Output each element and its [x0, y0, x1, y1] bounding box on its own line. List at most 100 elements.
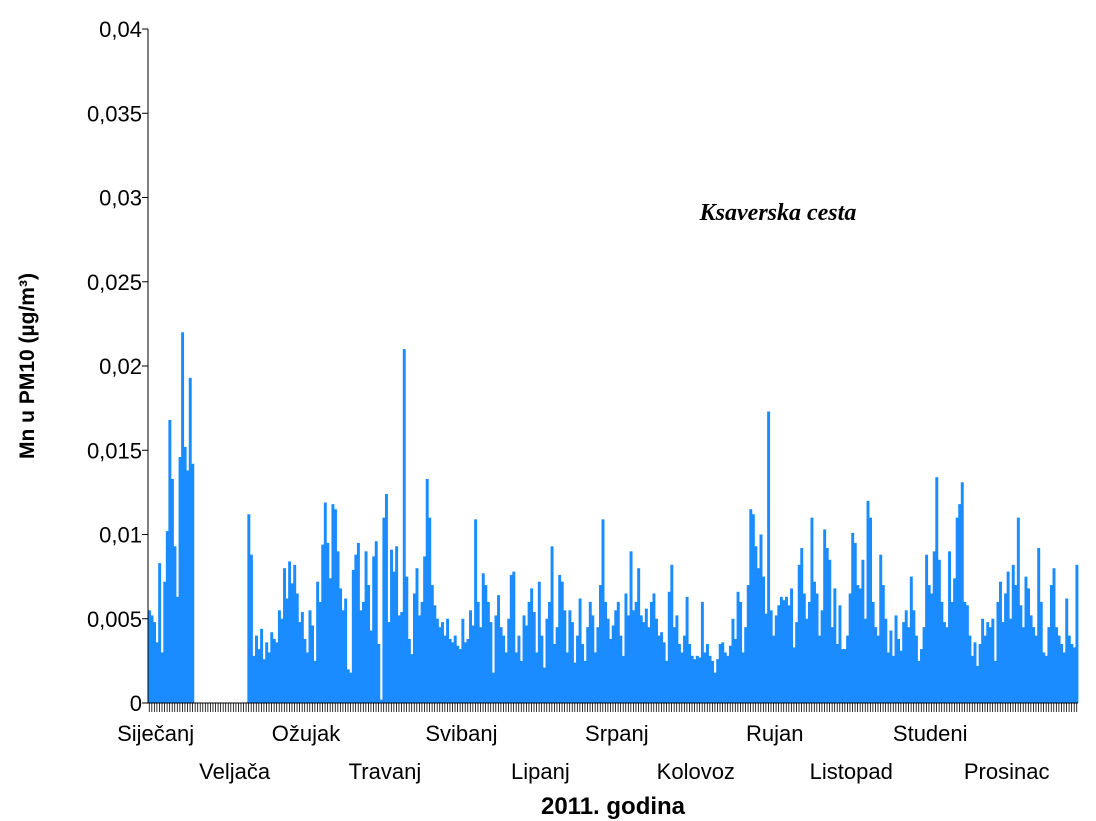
bar — [527, 601, 531, 703]
bar — [976, 665, 980, 703]
bar — [150, 615, 154, 703]
bar — [463, 642, 467, 703]
bar — [914, 635, 918, 703]
y-axis-label: Mn u PM10 (µg/m³) — [16, 273, 39, 459]
bar — [968, 635, 972, 703]
bar — [545, 618, 549, 703]
bar — [940, 601, 944, 703]
y-tick-label: 0,04 — [99, 17, 142, 42]
bar — [693, 659, 697, 703]
bar — [1027, 588, 1030, 703]
bar — [155, 642, 159, 703]
bar — [336, 551, 340, 703]
bar — [683, 635, 687, 703]
bar — [604, 601, 608, 703]
bar — [346, 669, 350, 703]
bar — [153, 622, 157, 703]
bar — [275, 642, 279, 703]
bar — [672, 627, 676, 703]
bar — [160, 652, 164, 703]
bar — [790, 588, 794, 703]
bar — [866, 500, 870, 703]
bar — [532, 612, 536, 703]
bar — [978, 644, 982, 703]
bar — [863, 618, 867, 703]
bar — [606, 618, 610, 703]
bar — [726, 655, 730, 703]
bar — [540, 635, 544, 703]
bar — [1039, 601, 1043, 703]
bar — [744, 627, 748, 703]
bar — [573, 662, 577, 703]
bar — [634, 601, 638, 703]
bar — [535, 652, 539, 703]
bar — [265, 642, 269, 703]
bar — [828, 559, 832, 703]
bar — [833, 588, 837, 703]
bar — [884, 618, 888, 703]
bar — [1047, 627, 1051, 703]
bar — [456, 645, 460, 703]
bar — [188, 377, 192, 703]
bar — [249, 554, 253, 703]
bar — [706, 644, 709, 703]
bar — [787, 605, 791, 703]
bar — [981, 618, 985, 703]
bar — [435, 618, 439, 703]
bar — [700, 601, 704, 703]
bar — [586, 627, 590, 703]
x-day-ticks — [148, 703, 1078, 712]
bar — [593, 652, 597, 703]
bar — [272, 638, 276, 703]
bar — [596, 627, 600, 703]
bar — [372, 556, 376, 703]
bar — [280, 618, 284, 703]
y-tick-label: 0,015 — [87, 438, 142, 463]
bar — [550, 546, 554, 703]
bar — [288, 561, 292, 703]
bar — [988, 627, 992, 703]
bar — [611, 625, 615, 703]
bar — [708, 655, 712, 703]
bar — [762, 576, 766, 703]
bar — [856, 585, 860, 703]
bar — [991, 618, 995, 703]
y-tick-label: 0,01 — [99, 523, 142, 548]
bar — [932, 551, 936, 703]
bar — [874, 627, 878, 703]
bar — [662, 642, 666, 703]
bar — [869, 517, 873, 703]
bar — [168, 419, 172, 703]
bar — [795, 622, 799, 703]
bar — [395, 546, 399, 703]
bar — [308, 610, 312, 703]
bar — [823, 529, 827, 703]
bar — [695, 655, 699, 703]
bar — [458, 649, 462, 703]
bar — [670, 564, 674, 703]
bar — [624, 593, 628, 703]
bar — [950, 601, 954, 703]
bar — [838, 605, 842, 703]
bar — [341, 610, 345, 703]
bar — [423, 556, 427, 703]
bar — [848, 593, 852, 703]
bar — [382, 517, 386, 703]
bar — [176, 596, 179, 703]
bar — [665, 660, 669, 703]
bar — [685, 596, 689, 703]
bar — [1029, 615, 1033, 703]
bar — [359, 610, 363, 703]
bar — [446, 618, 450, 703]
bar — [502, 635, 506, 703]
bar — [667, 591, 671, 703]
x-tick-label: Studeni — [893, 721, 968, 746]
bar — [830, 627, 834, 703]
bar — [466, 638, 470, 703]
bar — [283, 568, 286, 703]
x-tick-label: Travanj — [349, 759, 422, 784]
bar — [461, 618, 465, 703]
bar — [703, 652, 707, 703]
bar — [305, 652, 309, 703]
bar — [1014, 585, 1018, 703]
